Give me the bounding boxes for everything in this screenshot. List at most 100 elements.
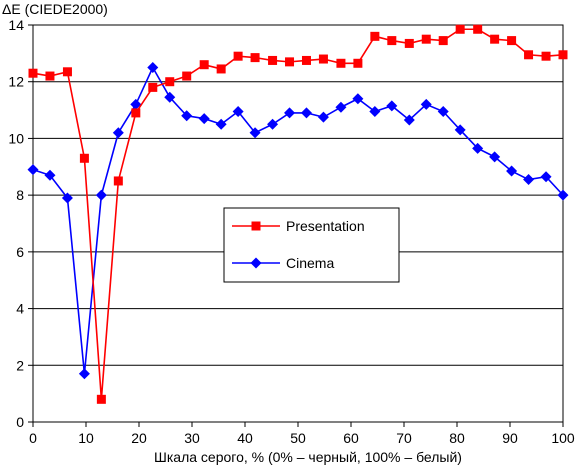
data-point-presentation <box>318 54 328 64</box>
data-point-presentation <box>268 55 278 65</box>
x-tick-label: 50 <box>290 430 306 446</box>
y-tick-label: 2 <box>16 357 24 373</box>
data-point-cinema <box>437 105 449 117</box>
data-point-presentation <box>455 24 465 34</box>
data-point-cinema <box>352 93 364 105</box>
x-tick-label: 80 <box>449 430 465 446</box>
data-point-cinema <box>540 171 552 183</box>
data-point-presentation <box>541 51 551 61</box>
data-point-presentation <box>233 51 243 61</box>
y-tick-label: 6 <box>16 244 24 260</box>
series-lines <box>27 24 569 404</box>
data-point-cinema <box>403 114 415 126</box>
grid <box>33 24 563 366</box>
data-point-cinema <box>369 105 381 117</box>
x-tick-label: 40 <box>237 430 253 446</box>
data-point-presentation <box>148 82 158 92</box>
data-point-presentation <box>473 24 483 34</box>
y-tick-label: 10 <box>8 130 24 146</box>
data-point-cinema <box>95 189 107 201</box>
x-tick-label: 70 <box>396 430 412 446</box>
data-point-cinema <box>61 192 73 204</box>
series-line-cinema <box>32 65 564 374</box>
data-point-cinema <box>44 169 56 181</box>
legend-swatch-marker <box>251 221 261 231</box>
data-point-presentation <box>62 67 72 77</box>
data-point-cinema <box>300 107 312 119</box>
plot-frame <box>32 24 564 423</box>
data-point-presentation <box>182 71 192 81</box>
data-point-presentation <box>336 58 346 68</box>
data-point-cinema <box>164 91 176 103</box>
tick-labels: 0 2 4 6 8 10 12 14 0 10 20 30 40 50 60 70 80 90 100 <box>8 17 574 446</box>
legend-item-cinema: Cinema <box>232 255 334 271</box>
data-point-presentation <box>113 176 123 186</box>
data-point-presentation <box>216 64 226 74</box>
data-point-cinema <box>181 110 193 122</box>
data-point-presentation <box>28 68 38 78</box>
data-point-presentation <box>199 60 209 70</box>
data-point-cinema <box>335 101 347 113</box>
data-point-cinema <box>472 142 484 154</box>
y-axis-label: ΔE (CIEDE2000) <box>2 1 108 17</box>
x-tick-label: 20 <box>131 430 147 446</box>
data-point-cinema <box>147 62 159 74</box>
x-tick-label: 10 <box>78 430 94 446</box>
axes <box>28 24 564 427</box>
data-point-cinema <box>112 127 124 139</box>
data-point-cinema <box>420 98 432 110</box>
legend-label-presentation: Presentation <box>286 218 365 234</box>
x-tick-label: 60 <box>343 430 359 446</box>
data-point-cinema <box>198 113 210 125</box>
data-point-cinema <box>386 100 398 112</box>
data-point-presentation <box>524 50 534 60</box>
data-point-cinema <box>267 118 279 130</box>
data-point-presentation <box>370 31 380 41</box>
x-axis-label: Шкала серого, % (0% – черный, 100% – бел… <box>154 449 462 465</box>
x-tick-label: 90 <box>502 430 518 446</box>
data-point-cinema <box>249 127 261 139</box>
series-presentation <box>28 24 568 404</box>
data-point-cinema <box>454 124 466 136</box>
y-tick-label: 12 <box>8 74 24 90</box>
data-point-presentation <box>301 55 311 65</box>
legend-swatch-marker <box>250 257 262 269</box>
data-point-presentation <box>507 36 517 46</box>
data-point-cinema <box>215 118 227 130</box>
data-point-cinema <box>523 174 535 186</box>
data-point-cinema <box>27 164 39 176</box>
data-point-cinema <box>78 368 90 380</box>
data-point-presentation <box>250 53 260 63</box>
y-tick-label: 14 <box>8 17 24 33</box>
legend-box <box>223 207 400 283</box>
data-point-presentation <box>490 34 500 44</box>
data-point-presentation <box>79 153 89 163</box>
data-point-presentation <box>387 36 397 46</box>
data-point-cinema <box>284 107 296 119</box>
data-point-presentation <box>165 77 175 87</box>
data-point-presentation <box>45 71 55 81</box>
x-tick-label: 30 <box>184 430 200 446</box>
data-point-presentation <box>404 38 414 48</box>
x-tick-label: 0 <box>29 430 37 446</box>
data-point-presentation <box>421 34 431 44</box>
data-point-presentation <box>131 108 141 118</box>
data-point-cinema <box>506 165 518 177</box>
data-point-cinema <box>130 98 142 110</box>
data-point-presentation <box>438 36 448 46</box>
data-point-cinema <box>232 105 244 117</box>
y-tick-label: 0 <box>16 414 24 430</box>
legend-label-cinema: Cinema <box>286 255 334 271</box>
legend-item-presentation: Presentation <box>232 218 365 234</box>
x-tick-label: 100 <box>551 430 575 446</box>
series-cinema <box>27 62 569 380</box>
data-point-presentation <box>353 58 363 68</box>
data-point-cinema <box>317 111 329 123</box>
data-point-cinema <box>557 189 569 201</box>
y-tick-label: 4 <box>16 301 24 317</box>
data-point-cinema <box>489 151 501 163</box>
y-tick-label: 8 <box>16 187 24 203</box>
data-point-presentation <box>558 50 568 60</box>
